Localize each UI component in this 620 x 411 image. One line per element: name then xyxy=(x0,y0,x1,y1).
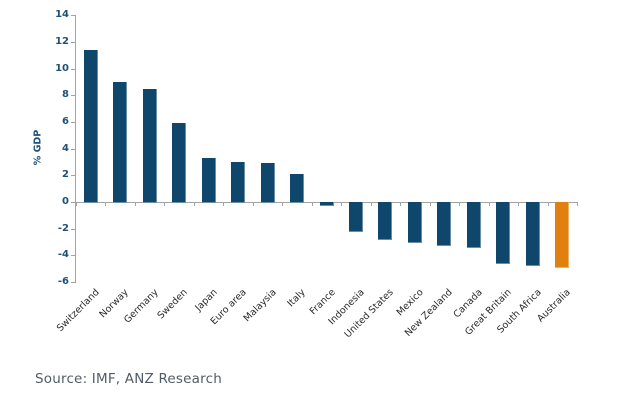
x-tick xyxy=(252,202,254,206)
bar-france xyxy=(319,201,334,206)
x-tick xyxy=(518,202,520,206)
x-tick xyxy=(400,202,402,206)
y-axis-title: % GDP xyxy=(32,129,44,166)
x-tick xyxy=(459,202,461,206)
bar-new-zealand xyxy=(437,201,452,246)
x-tick xyxy=(429,202,431,206)
bar-great-britain xyxy=(496,201,511,265)
y-tick-label: 14 xyxy=(55,9,69,21)
y-tick xyxy=(71,148,76,150)
y-tick-label: 4 xyxy=(62,142,69,154)
x-tick xyxy=(76,202,77,206)
bar-italy xyxy=(290,173,305,203)
y-tick-label: 8 xyxy=(62,89,69,101)
y-tick xyxy=(71,121,76,123)
bar-germany xyxy=(142,88,157,203)
y-tick xyxy=(71,255,76,257)
x-tick xyxy=(341,202,343,206)
x-tick xyxy=(134,202,136,206)
y-tick xyxy=(71,68,76,70)
y-tick xyxy=(71,175,76,177)
y-tick-label: -2 xyxy=(57,222,69,234)
bar-indonesia xyxy=(348,201,363,233)
x-tick xyxy=(164,202,166,206)
y-tick xyxy=(71,15,76,17)
x-tick xyxy=(577,202,578,206)
y-tick-label: 2 xyxy=(62,169,69,181)
bar-canada xyxy=(466,201,481,249)
source-note: Source: IMF, ANZ Research xyxy=(35,371,222,387)
bar-sweden xyxy=(172,123,187,203)
x-tick xyxy=(193,202,195,206)
y-tick-label: -4 xyxy=(57,249,69,261)
bar-mexico xyxy=(407,201,422,243)
bar-australia xyxy=(555,201,570,269)
x-tick xyxy=(547,202,549,206)
bar-united-states xyxy=(378,201,393,241)
y-tick-label: 12 xyxy=(55,35,69,47)
bar-switzerland xyxy=(83,49,98,203)
x-tick xyxy=(105,202,107,206)
y-tick-label: 10 xyxy=(55,62,69,74)
y-tick-label: -6 xyxy=(57,276,69,287)
bar-norway xyxy=(113,81,128,203)
y-tick xyxy=(71,201,76,203)
bar-euro-area xyxy=(231,161,246,203)
y-tick xyxy=(71,41,76,43)
bar-malaysia xyxy=(260,163,275,203)
y-tick xyxy=(71,95,76,97)
x-tick xyxy=(370,202,372,206)
x-tick xyxy=(488,202,490,206)
y-tick-label: 0 xyxy=(62,195,69,207)
x-tick xyxy=(223,202,225,206)
bar-japan xyxy=(201,157,216,203)
bar-south-africa xyxy=(525,201,540,266)
x-tick xyxy=(282,202,284,206)
y-tick-label: 6 xyxy=(62,115,69,127)
y-tick xyxy=(71,228,76,230)
y-tick xyxy=(71,282,76,283)
x-tick xyxy=(311,202,313,206)
